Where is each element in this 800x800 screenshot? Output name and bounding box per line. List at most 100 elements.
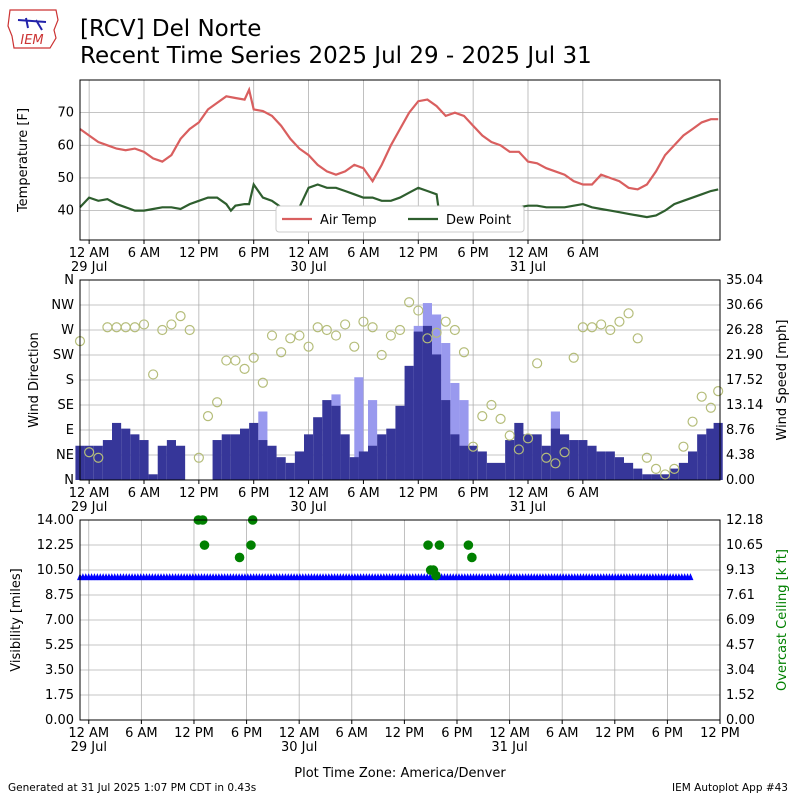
temp-ytick-label-2: 60 — [57, 138, 74, 153]
wind-speed-bar — [505, 440, 515, 480]
vis-xtick-date-4: 30 Jul — [281, 740, 317, 755]
wind-dir-point — [678, 441, 689, 452]
wind-speed-bar — [713, 422, 723, 480]
wind-dir-tick-2: E — [66, 423, 74, 438]
wind-speed-bar — [322, 400, 332, 480]
wind-speed-bar — [84, 445, 94, 480]
ceiling-tick-0: 0.00 — [726, 713, 755, 728]
wind-dir-point — [495, 413, 506, 424]
wind-dir-point — [422, 333, 433, 344]
wind-dir-point — [148, 369, 159, 380]
wind-dir-point — [239, 363, 250, 374]
vis-xtick-label-3: 6 PM — [231, 726, 262, 741]
wind-dir-point — [532, 358, 543, 369]
wind-speed-bar — [358, 451, 368, 480]
wind-speed-bar — [139, 440, 149, 480]
wind-dir-tick-3: SE — [58, 398, 74, 413]
wind-dir-point — [513, 444, 524, 455]
vis-xtick-label-8: 12 AM — [489, 726, 530, 741]
ceiling-point — [423, 540, 433, 550]
wind-dir-tick-6: W — [61, 323, 74, 338]
wind-speed-bar — [605, 451, 615, 480]
wind-dir-point — [596, 319, 607, 330]
vis-xtick-label-1: 6 AM — [125, 726, 158, 741]
wind-dir-point — [440, 316, 451, 327]
vis-xtick-label-9: 6 AM — [546, 726, 579, 741]
wind-speed-bar — [349, 457, 359, 480]
wind-speed-bar — [258, 440, 268, 480]
temp-ylabel: Temperature [F] — [16, 108, 31, 213]
legend-label-dew-point: Dew Point — [446, 213, 511, 228]
vis-xtick-label-12: 12 PM — [700, 726, 740, 741]
wind-gust-bar — [354, 377, 364, 480]
wind-frame — [79, 279, 721, 481]
wind-speed-bar — [587, 445, 597, 480]
temp-xtick-label-0: 12 AM — [69, 246, 110, 261]
wind-dir-point — [449, 324, 460, 336]
temp-ytick-label-1: 50 — [57, 171, 74, 186]
ceiling-point — [434, 540, 445, 550]
vis-ylabel-left: Visibility [miles] — [9, 568, 24, 671]
wind-speed-bar — [267, 445, 277, 480]
wind-xtick-label-9: 6 AM — [567, 486, 600, 501]
wind-xtick-date-4: 30 Jul — [290, 500, 326, 515]
ceiling-point — [246, 540, 256, 550]
wind-speed-bar — [130, 434, 140, 480]
series-line-air-temp — [79, 86, 719, 191]
wind-dir-point — [550, 458, 561, 469]
series-line-dew-point — [79, 181, 719, 228]
temp-xtick-date-8: 31 Jul — [510, 260, 546, 275]
wind-speed-bar — [706, 428, 716, 480]
wind-speed-bar — [176, 445, 186, 480]
footer-app: IEM Autoplot App #43 — [672, 782, 788, 794]
wind-dir-point — [193, 452, 204, 463]
ceiling-point — [199, 540, 210, 550]
wind-speed-bar — [313, 417, 323, 480]
temp-frame — [79, 79, 721, 241]
wind-dir-point — [376, 349, 387, 361]
wind-gust-bar — [459, 400, 469, 480]
temp-xtick-date-4: 30 Jul — [290, 260, 326, 275]
title-line2: Recent Time Series 2025 Jul 29 - 2025 Ju… — [80, 43, 592, 69]
wind-speed-bar — [669, 468, 679, 480]
wind-speed-bar — [422, 325, 432, 480]
wind-speed-bar — [368, 445, 378, 480]
wind-speed-bar — [496, 462, 506, 480]
wind-speed-bar — [404, 365, 414, 480]
wind-speed-tick-3: 13.14 — [726, 398, 763, 413]
vis-tick-8: 14.00 — [37, 513, 74, 528]
wind-speed-bar — [651, 474, 661, 480]
wind-speed-bar — [221, 434, 231, 480]
wind-dir-point — [84, 447, 95, 458]
wind-speed-bar — [157, 445, 167, 480]
wind-dir-tick-1: NE — [56, 448, 74, 463]
ceiling-point — [234, 552, 245, 563]
temp-ytick-label-3: 70 — [57, 106, 74, 121]
wind-speed-tick-8: 35.04 — [726, 273, 763, 288]
wind-dir-point — [586, 322, 598, 333]
wind-dir-point — [202, 411, 214, 422]
wind-xtick-label-1: 6 AM — [128, 486, 161, 501]
wind-dir-point — [312, 322, 323, 333]
temp-xtick-label-6: 12 PM — [398, 246, 438, 261]
wind-dir-tick-4: S — [66, 373, 74, 388]
wind-dir-point — [175, 311, 186, 322]
wind-xtick-date-8: 31 Jul — [510, 500, 546, 515]
temp-xtick-label-4: 12 AM — [288, 246, 329, 261]
wind-xtick-label-2: 12 PM — [179, 486, 219, 501]
wind-speed-bar — [386, 428, 396, 480]
wind-dir-point — [340, 319, 351, 330]
wind-speed-bar — [550, 428, 560, 480]
wind-dir-point — [257, 377, 268, 388]
wind-dir-point — [696, 391, 707, 402]
wind-speed-bar — [514, 422, 524, 480]
vis-xtick-label-10: 12 PM — [595, 726, 635, 741]
wind-dir-point — [623, 308, 634, 319]
wind-dir-point — [468, 441, 479, 452]
logo-text: IEM — [20, 33, 43, 48]
wind-dir-point — [321, 324, 332, 336]
wind-dir-point — [641, 452, 652, 463]
wind-speed-bar — [614, 457, 624, 480]
ceiling-tick-6: 9.13 — [726, 563, 755, 578]
ceiling-tick-8: 12.18 — [726, 513, 763, 528]
